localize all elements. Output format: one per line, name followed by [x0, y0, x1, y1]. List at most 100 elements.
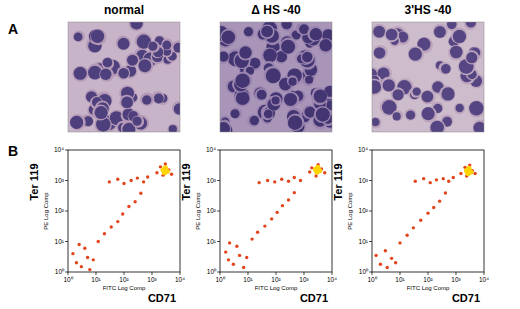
- event-dot: [83, 247, 86, 250]
- y-tick: [369, 272, 372, 273]
- event-dot: [293, 191, 296, 194]
- event-dot: [116, 178, 119, 181]
- event-dot: [108, 180, 111, 183]
- event-dot: [245, 256, 248, 259]
- x-tick-label: 10⁴: [175, 276, 185, 283]
- nucleus: [406, 110, 415, 119]
- event-dot: [394, 261, 397, 264]
- nucleus: [169, 125, 177, 132]
- nucleus: [162, 41, 171, 50]
- cell: [234, 90, 251, 107]
- event-dot: [155, 171, 158, 174]
- nucleus: [373, 26, 385, 38]
- event-dot: [374, 254, 377, 257]
- event-dot: [452, 176, 455, 179]
- nucleus: [239, 46, 251, 58]
- cell: [99, 67, 113, 81]
- nucleus: [244, 27, 253, 36]
- cell: [72, 66, 88, 82]
- x-axis-title: CD71: [300, 292, 328, 304]
- panel-letter: B: [8, 143, 18, 159]
- event-dot: [242, 266, 245, 269]
- event-dot: [263, 224, 266, 227]
- y-tick-label: 10³: [207, 177, 217, 184]
- cell: [287, 113, 304, 130]
- y-tick-label: 10⁰: [55, 268, 65, 275]
- plot-frame: [68, 150, 180, 272]
- x-tick: [220, 272, 221, 275]
- nucleus: [154, 93, 164, 103]
- cell: [235, 72, 252, 89]
- cell: [473, 120, 484, 132]
- micrograph: [372, 22, 484, 132]
- nucleus: [220, 122, 230, 132]
- event-dot: [281, 204, 284, 207]
- cell: [172, 101, 180, 115]
- nucleus: [288, 116, 302, 130]
- event-dot: [275, 211, 278, 214]
- event-dot: [314, 169, 319, 174]
- nucleus: [319, 39, 331, 51]
- cell: [132, 115, 144, 127]
- x-axis-title: CD71: [452, 292, 480, 304]
- nucleus: [393, 89, 404, 100]
- y-tick-label: 10¹: [55, 238, 65, 245]
- nucleus: [281, 40, 295, 54]
- event-dot: [162, 170, 167, 175]
- event-dot: [270, 217, 273, 220]
- event-dot: [473, 172, 476, 175]
- cell: [408, 88, 420, 100]
- cell: [410, 87, 421, 98]
- cell: [468, 100, 484, 117]
- nucleus: [235, 73, 249, 87]
- event-dot: [80, 265, 83, 268]
- nucleus: [257, 90, 267, 100]
- y-tick: [217, 150, 220, 151]
- cell: [454, 103, 465, 114]
- nucleus: [288, 78, 296, 86]
- cell: [238, 45, 253, 60]
- event-dot: [287, 198, 290, 201]
- x-scale-label: FITC Log Comp: [255, 285, 298, 291]
- y-scale-label: PE Log Comp: [43, 192, 49, 230]
- event-dot: [97, 240, 100, 243]
- y-tick: [65, 241, 68, 242]
- cell: [263, 66, 281, 84]
- column-title: normal: [104, 3, 144, 17]
- cell: [314, 106, 331, 123]
- x-tick: [124, 272, 125, 275]
- x-tick-label: 10²: [119, 276, 129, 283]
- x-axis-title: CD71: [148, 292, 176, 304]
- micrograph: [220, 22, 332, 132]
- event-dot: [310, 166, 313, 169]
- event-dot: [323, 171, 326, 174]
- event-dot: [142, 180, 145, 183]
- nucleus: [132, 116, 141, 125]
- event-dot: [116, 220, 119, 223]
- cell: [92, 104, 108, 120]
- cell: [408, 46, 424, 62]
- y-scale-label: PE Log Comp: [195, 192, 201, 230]
- nucleus: [142, 95, 151, 104]
- cell: [230, 107, 242, 119]
- nucleus: [222, 31, 236, 45]
- event-dot: [146, 175, 149, 178]
- nucleus: [450, 46, 463, 59]
- nucleus: [473, 122, 484, 132]
- x-tick: [484, 272, 485, 275]
- nucleus: [453, 30, 466, 43]
- cell: [140, 93, 152, 105]
- nucleus: [74, 33, 83, 42]
- event-dot: [71, 252, 74, 255]
- cell: [172, 40, 180, 53]
- nucleus: [393, 112, 401, 120]
- x-scale-label: FITC Log Comp: [407, 285, 450, 291]
- nucleus: [263, 49, 277, 63]
- event-dot: [465, 171, 470, 176]
- nucleus: [70, 116, 83, 129]
- event-dot: [121, 212, 124, 215]
- micrograph: [68, 22, 180, 132]
- nucleus: [314, 90, 327, 103]
- cell: [69, 114, 85, 130]
- cell: [301, 51, 314, 64]
